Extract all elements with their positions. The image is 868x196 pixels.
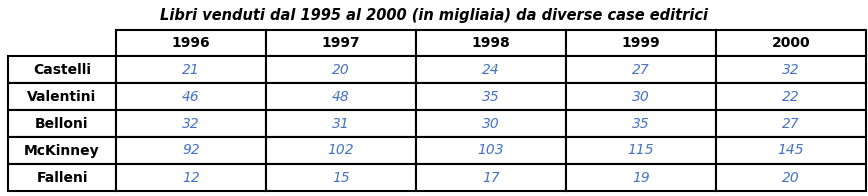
Text: 22: 22 — [782, 90, 800, 103]
Bar — [416, 110, 566, 137]
Bar — [266, 83, 416, 110]
Bar — [416, 83, 566, 110]
Text: 2000: 2000 — [772, 36, 811, 50]
Bar — [116, 110, 266, 137]
Bar — [716, 137, 866, 164]
Text: Valentini: Valentini — [28, 90, 96, 103]
Text: 145: 145 — [778, 143, 805, 158]
Bar — [566, 83, 716, 110]
Bar — [566, 164, 716, 191]
Bar — [266, 137, 416, 164]
Bar — [416, 137, 566, 164]
Text: 102: 102 — [328, 143, 354, 158]
Text: Falleni: Falleni — [36, 171, 88, 184]
Bar — [8, 83, 116, 110]
Text: 15: 15 — [332, 171, 350, 184]
Text: 21: 21 — [182, 63, 200, 76]
Bar — [716, 56, 866, 83]
Bar — [716, 110, 866, 137]
Text: 46: 46 — [182, 90, 200, 103]
Bar — [266, 164, 416, 191]
Text: 32: 32 — [782, 63, 800, 76]
Text: 24: 24 — [482, 63, 500, 76]
Text: 27: 27 — [782, 116, 800, 131]
Text: 12: 12 — [182, 171, 200, 184]
Text: Libri venduti dal 1995 al 2000 (in migliaia) da diverse case editrici: Libri venduti dal 1995 al 2000 (in migli… — [160, 8, 708, 23]
Bar — [8, 137, 116, 164]
Text: 35: 35 — [482, 90, 500, 103]
Bar — [566, 56, 716, 83]
Text: 35: 35 — [632, 116, 650, 131]
Text: 20: 20 — [782, 171, 800, 184]
Text: 1997: 1997 — [322, 36, 360, 50]
Bar — [266, 56, 416, 83]
Bar — [266, 30, 416, 56]
Bar — [116, 30, 266, 56]
Text: 19: 19 — [632, 171, 650, 184]
Text: Castelli: Castelli — [33, 63, 91, 76]
Bar — [8, 56, 116, 83]
Bar — [116, 164, 266, 191]
Text: 32: 32 — [182, 116, 200, 131]
Text: 92: 92 — [182, 143, 200, 158]
Bar — [416, 30, 566, 56]
Text: 48: 48 — [332, 90, 350, 103]
Bar — [566, 30, 716, 56]
Bar — [8, 110, 116, 137]
Bar — [8, 164, 116, 191]
Text: 103: 103 — [477, 143, 504, 158]
Bar — [416, 56, 566, 83]
Bar — [116, 56, 266, 83]
Text: 31: 31 — [332, 116, 350, 131]
Text: 30: 30 — [632, 90, 650, 103]
Bar — [116, 137, 266, 164]
Bar — [566, 137, 716, 164]
Text: McKinney: McKinney — [24, 143, 100, 158]
Bar — [116, 83, 266, 110]
Text: 27: 27 — [632, 63, 650, 76]
Text: 115: 115 — [628, 143, 654, 158]
Text: 30: 30 — [482, 116, 500, 131]
Text: 20: 20 — [332, 63, 350, 76]
Text: 1998: 1998 — [471, 36, 510, 50]
Bar — [716, 83, 866, 110]
Bar — [566, 110, 716, 137]
Bar — [716, 164, 866, 191]
Bar — [416, 164, 566, 191]
Text: 1996: 1996 — [172, 36, 210, 50]
Text: 17: 17 — [482, 171, 500, 184]
Bar — [716, 30, 866, 56]
Text: 1999: 1999 — [621, 36, 661, 50]
Text: Belloni: Belloni — [36, 116, 89, 131]
Bar — [266, 110, 416, 137]
